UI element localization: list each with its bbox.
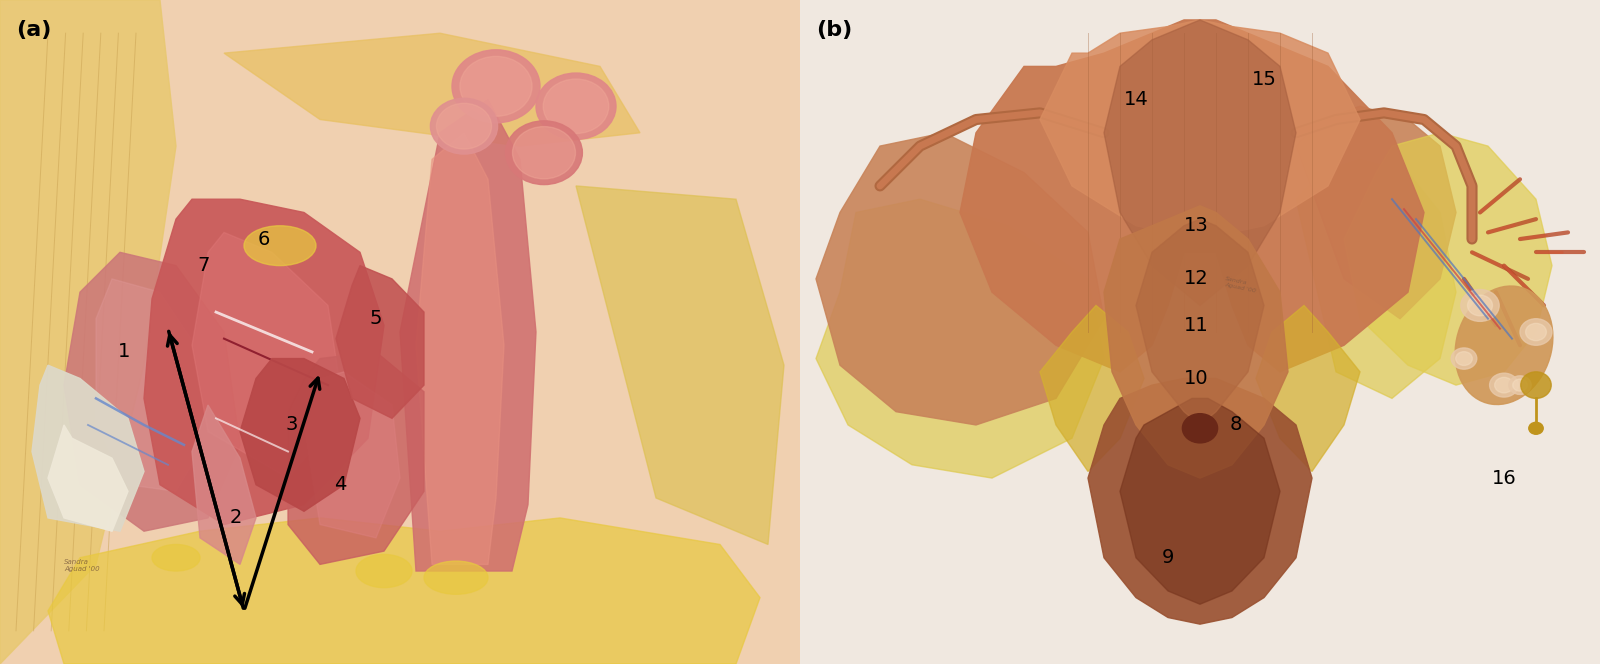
Text: 10: 10 <box>1184 369 1208 388</box>
Polygon shape <box>288 352 424 564</box>
Circle shape <box>1530 422 1542 434</box>
Text: 6: 6 <box>258 230 270 248</box>
Ellipse shape <box>1454 286 1554 404</box>
Polygon shape <box>48 425 128 531</box>
Circle shape <box>1494 377 1514 393</box>
Circle shape <box>459 56 533 116</box>
Polygon shape <box>400 100 536 571</box>
Polygon shape <box>0 0 176 664</box>
Polygon shape <box>1104 20 1296 305</box>
Text: 8: 8 <box>1230 416 1242 434</box>
Text: 16: 16 <box>1491 469 1517 487</box>
Text: 1: 1 <box>118 343 130 361</box>
Polygon shape <box>1256 305 1360 471</box>
Polygon shape <box>1296 106 1456 319</box>
Polygon shape <box>304 372 400 538</box>
Ellipse shape <box>424 561 488 594</box>
Text: 13: 13 <box>1184 216 1208 235</box>
Text: 12: 12 <box>1184 270 1208 288</box>
Text: 5: 5 <box>370 309 382 328</box>
Polygon shape <box>816 133 1104 425</box>
Polygon shape <box>1104 206 1288 478</box>
Polygon shape <box>960 20 1424 372</box>
Ellipse shape <box>243 226 317 266</box>
Circle shape <box>1509 376 1531 394</box>
Polygon shape <box>800 0 1600 664</box>
Polygon shape <box>416 133 504 564</box>
Polygon shape <box>32 365 144 531</box>
Text: (b): (b) <box>816 20 853 40</box>
Polygon shape <box>1120 398 1280 604</box>
Text: 11: 11 <box>1184 316 1208 335</box>
Circle shape <box>1526 323 1546 341</box>
Polygon shape <box>816 199 1104 478</box>
Text: 2: 2 <box>230 509 242 527</box>
Circle shape <box>506 121 582 185</box>
Polygon shape <box>192 232 344 478</box>
Circle shape <box>1461 290 1499 321</box>
Polygon shape <box>224 33 640 146</box>
Polygon shape <box>48 518 760 664</box>
Circle shape <box>1512 379 1528 391</box>
Circle shape <box>1520 319 1552 345</box>
Text: Sandra
Aguad '00: Sandra Aguad '00 <box>1224 276 1258 293</box>
Text: 4: 4 <box>334 475 346 494</box>
Text: Sandra
Aguad '00: Sandra Aguad '00 <box>64 559 99 572</box>
Circle shape <box>1451 348 1477 369</box>
Circle shape <box>512 127 576 179</box>
Circle shape <box>437 104 491 149</box>
Circle shape <box>453 50 541 123</box>
Polygon shape <box>1040 20 1360 239</box>
Polygon shape <box>240 359 360 511</box>
Polygon shape <box>336 266 424 418</box>
Polygon shape <box>144 199 384 525</box>
Circle shape <box>544 79 608 133</box>
Circle shape <box>1490 373 1518 397</box>
Ellipse shape <box>152 544 200 571</box>
Text: (a): (a) <box>16 20 51 40</box>
Polygon shape <box>576 186 784 544</box>
Polygon shape <box>96 279 208 491</box>
Polygon shape <box>0 0 800 664</box>
Text: 9: 9 <box>1162 548 1174 567</box>
Circle shape <box>1467 295 1493 316</box>
Circle shape <box>1182 414 1218 443</box>
Ellipse shape <box>355 554 413 588</box>
Polygon shape <box>192 405 256 564</box>
Circle shape <box>536 73 616 139</box>
Polygon shape <box>1296 159 1456 398</box>
Polygon shape <box>1344 133 1552 385</box>
Text: 14: 14 <box>1123 90 1149 109</box>
Circle shape <box>1456 352 1472 365</box>
Polygon shape <box>1088 378 1312 624</box>
Polygon shape <box>1040 305 1144 471</box>
Polygon shape <box>64 252 240 531</box>
Polygon shape <box>1136 219 1264 425</box>
Text: 3: 3 <box>286 416 298 434</box>
Circle shape <box>430 98 498 154</box>
Text: 15: 15 <box>1251 70 1277 89</box>
Ellipse shape <box>1520 372 1552 398</box>
Text: 7: 7 <box>198 256 210 275</box>
